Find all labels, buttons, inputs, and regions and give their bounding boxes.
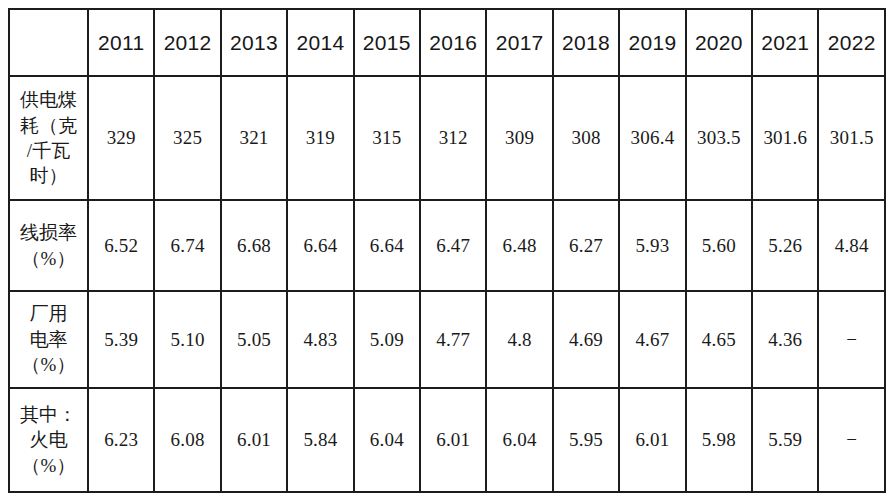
year-header: 2020 — [686, 9, 752, 76]
value-cell: 309 — [486, 76, 552, 200]
value-cell: 301.5 — [818, 76, 885, 200]
table-row: 线损率 （%）6.526.746.686.646.646.476.486.275… — [9, 200, 885, 291]
value-cell: 4.36 — [752, 291, 818, 388]
value-cell: 6.47 — [420, 200, 486, 291]
value-cell: 325 — [154, 76, 220, 200]
value-cell: 5.93 — [619, 200, 685, 291]
value-cell: 319 — [287, 76, 353, 200]
value-cell: 6.48 — [486, 200, 552, 291]
value-cell: 308 — [553, 76, 619, 200]
header-row: 2011201220132014201520162017201820192020… — [9, 9, 885, 76]
row-label: 线损率 （%） — [9, 200, 88, 291]
value-cell: 301.6 — [752, 76, 818, 200]
year-header: 2013 — [221, 9, 287, 76]
value-cell: 6.01 — [221, 388, 287, 492]
table-body: 供电煤 耗（克 /千瓦 时）32932532131931531230930830… — [9, 76, 885, 492]
value-cell: 6.01 — [619, 388, 685, 492]
value-cell: 6.64 — [287, 200, 353, 291]
value-cell: 6.74 — [154, 200, 220, 291]
value-cell: 5.10 — [154, 291, 220, 388]
page: 2011201220132014201520162017201820192020… — [0, 0, 892, 498]
value-cell: 4.65 — [686, 291, 752, 388]
row-label: 其中： 火电 （%） — [9, 388, 88, 492]
power-statistics-table: 2011201220132014201520162017201820192020… — [8, 8, 886, 493]
value-cell: 4.69 — [553, 291, 619, 388]
year-header: 2018 — [553, 9, 619, 76]
value-cell: 6.08 — [154, 388, 220, 492]
value-cell: 5.26 — [752, 200, 818, 291]
year-header: 2021 — [752, 9, 818, 76]
year-header: 2017 — [486, 9, 552, 76]
value-cell: 315 — [354, 76, 420, 200]
value-cell: 6.04 — [486, 388, 552, 492]
value-cell: 4.83 — [287, 291, 353, 388]
year-header: 2012 — [154, 9, 220, 76]
table-row: 厂用 电率 （%）5.395.105.054.835.094.774.84.69… — [9, 291, 885, 388]
year-header: 2011 — [88, 9, 154, 76]
value-cell: 4.84 — [818, 200, 885, 291]
value-cell: 312 — [420, 76, 486, 200]
value-cell: − — [818, 291, 885, 388]
value-cell: 5.84 — [287, 388, 353, 492]
corner-cell — [9, 9, 88, 76]
value-cell: 321 — [221, 76, 287, 200]
value-cell: 5.09 — [354, 291, 420, 388]
value-cell: 303.5 — [686, 76, 752, 200]
value-cell: 306.4 — [619, 76, 685, 200]
value-cell: 6.52 — [88, 200, 154, 291]
year-header: 2014 — [287, 9, 353, 76]
value-cell: 4.77 — [420, 291, 486, 388]
value-cell: 6.27 — [553, 200, 619, 291]
year-header: 2016 — [420, 9, 486, 76]
value-cell: 5.98 — [686, 388, 752, 492]
value-cell: − — [818, 388, 885, 492]
table-row: 供电煤 耗（克 /千瓦 时）32932532131931531230930830… — [9, 76, 885, 200]
value-cell: 6.01 — [420, 388, 486, 492]
value-cell: 5.05 — [221, 291, 287, 388]
value-cell: 4.8 — [486, 291, 552, 388]
table-row: 其中： 火电 （%）6.236.086.015.846.046.016.045.… — [9, 388, 885, 492]
row-label: 厂用 电率 （%） — [9, 291, 88, 388]
value-cell: 6.68 — [221, 200, 287, 291]
year-header: 2019 — [619, 9, 685, 76]
row-label: 供电煤 耗（克 /千瓦 时） — [9, 76, 88, 200]
value-cell: 5.39 — [88, 291, 154, 388]
year-header: 2022 — [818, 9, 885, 76]
value-cell: 6.04 — [354, 388, 420, 492]
value-cell: 329 — [88, 76, 154, 200]
value-cell: 6.23 — [88, 388, 154, 492]
value-cell: 4.67 — [619, 291, 685, 388]
value-cell: 5.95 — [553, 388, 619, 492]
year-header: 2015 — [354, 9, 420, 76]
value-cell: 5.60 — [686, 200, 752, 291]
table-header: 2011201220132014201520162017201820192020… — [9, 9, 885, 76]
value-cell: 6.64 — [354, 200, 420, 291]
value-cell: 5.59 — [752, 388, 818, 492]
